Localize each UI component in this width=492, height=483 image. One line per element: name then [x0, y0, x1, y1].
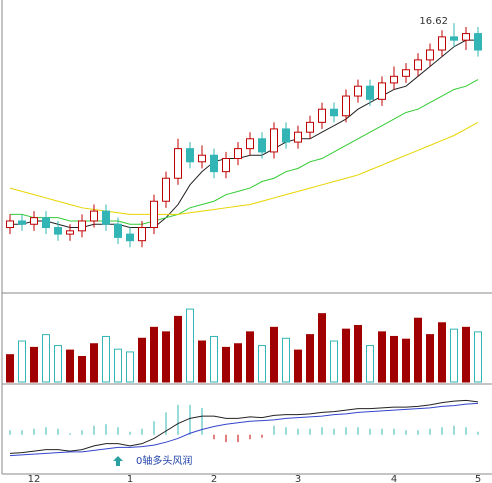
candle-body: [54, 227, 62, 235]
annotation: 0轴多头风润: [136, 454, 192, 467]
x-tick-label: 12: [28, 474, 41, 483]
candle-body: [126, 233, 134, 242]
candle-body: [258, 138, 266, 153]
volume-bar: [378, 331, 386, 383]
volume-bar: [42, 334, 50, 383]
x-tick-label: 1: [127, 474, 133, 483]
dif-line: [9, 399, 479, 454]
candle-body: [78, 220, 86, 232]
candle-body: [42, 217, 50, 229]
volume-bar: [90, 343, 98, 383]
candle-body: [450, 36, 458, 41]
candle-body: [414, 59, 422, 71]
candle-body: [186, 148, 194, 163]
volume-bar: [114, 348, 122, 383]
candle-body: [474, 33, 482, 51]
volume-bar: [474, 331, 482, 383]
x-tick-label: 4: [391, 474, 397, 483]
candle-body: [402, 69, 410, 77]
volume-bar: [6, 354, 14, 383]
ma-line: [10, 79, 479, 225]
ma-line: [10, 39, 478, 229]
volume-bar: [126, 351, 134, 383]
candle-body: [222, 158, 230, 173]
candle-body: [30, 217, 38, 225]
volume-bar: [438, 322, 446, 383]
volume-bar: [390, 335, 398, 383]
candle-body: [318, 108, 326, 123]
candle-body: [138, 227, 146, 242]
volume-bar: [306, 334, 314, 383]
volume-bar: [210, 335, 218, 383]
candle-body: [66, 230, 74, 235]
candle-body: [378, 82, 386, 100]
volume-bar: [198, 340, 206, 383]
volume-bar: [102, 335, 110, 383]
candle-body: [114, 223, 122, 238]
candle-body: [294, 131, 302, 143]
volume-bar: [30, 346, 38, 383]
volume-bar: [342, 328, 350, 383]
candle-body: [390, 75, 398, 84]
candle-body: [210, 154, 218, 173]
ma-line: [9, 121, 479, 215]
candle-body: [150, 200, 158, 229]
volume-bar: [162, 331, 170, 383]
candle-body: [246, 138, 254, 150]
candle-body: [306, 121, 314, 133]
candle-body: [282, 128, 290, 143]
volume-bar: [366, 345, 374, 383]
volume-bar: [234, 343, 242, 383]
volume-bar: [330, 340, 338, 383]
candle-body: [270, 128, 278, 153]
candle-body: [174, 148, 182, 179]
candle-body: [342, 95, 350, 117]
volume-bar: [462, 326, 470, 383]
volume-bar: [426, 334, 434, 383]
candle-body: [330, 108, 338, 117]
candle-body: [462, 33, 470, 41]
volume-bar: [450, 328, 458, 383]
volume-bar: [282, 337, 290, 383]
candle-body: [354, 85, 362, 97]
candle-body: [426, 49, 434, 61]
candle-body: [90, 210, 98, 222]
volume-bar: [318, 313, 326, 383]
volume-bar: [174, 315, 182, 383]
max-price-label: 16.62: [419, 16, 448, 27]
volume-bar: [402, 338, 410, 383]
volume-bar: [270, 326, 278, 383]
candle-body: [102, 210, 110, 225]
candle-body: [6, 220, 14, 229]
candle-body: [438, 36, 446, 51]
volume-bar: [150, 326, 158, 383]
dea-line: [9, 402, 479, 457]
volume-bar: [258, 345, 266, 383]
volume-bar: [138, 337, 146, 383]
x-tick-label: 2: [211, 474, 217, 483]
candle-body: [162, 177, 170, 202]
volume-bar: [414, 317, 422, 383]
arrow-icon: [113, 456, 123, 466]
volume-bar: [18, 340, 26, 383]
volume-bar: [222, 346, 230, 383]
volume-bar: [294, 349, 302, 383]
candle-body: [18, 220, 26, 225]
volume-bar: [186, 308, 194, 383]
x-tick-label: 5: [475, 474, 481, 483]
candle-body: [198, 154, 206, 163]
volume-bar: [54, 345, 62, 383]
volume-bar: [354, 325, 362, 383]
volume-bar: [66, 349, 74, 383]
volume-bar: [246, 331, 254, 383]
x-tick-label: 3: [295, 474, 301, 483]
candle-body: [366, 85, 374, 100]
candle-body: [234, 148, 242, 160]
volume-bar: [78, 355, 86, 383]
